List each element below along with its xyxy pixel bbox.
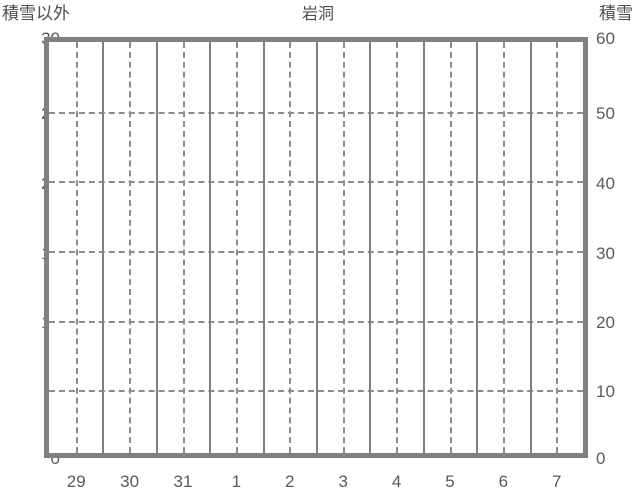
y-axis-right-tick-0: 0 bbox=[596, 449, 606, 468]
x-axis-tick-10: 7 bbox=[552, 472, 562, 491]
x-axis-tick-9: 6 bbox=[498, 472, 509, 491]
gridline-day-boundary-4 bbox=[262, 42, 265, 453]
x-axis-tick-5: 2 bbox=[285, 472, 295, 491]
gridline-midday-2 bbox=[129, 42, 132, 453]
x-axis-tick-7: 4 bbox=[391, 472, 402, 491]
y-axis-right-tick-20: 20 bbox=[596, 313, 615, 332]
gridline-midday-10 bbox=[556, 42, 559, 453]
y-axis-right-tick-40: 40 bbox=[596, 174, 615, 193]
gridline-midday-4 bbox=[235, 42, 238, 453]
x-axis-tick-6: 3 bbox=[338, 472, 348, 491]
gridline-midday-7 bbox=[396, 42, 399, 453]
gridline-day-boundary-3 bbox=[209, 42, 212, 453]
plot-grid bbox=[49, 42, 583, 453]
y-axis-left-caption: 積雪以外 bbox=[2, 4, 70, 23]
gridline-day-boundary-7 bbox=[422, 42, 425, 453]
gridline-midday-1 bbox=[75, 42, 78, 453]
gridline-day-boundary-1 bbox=[102, 42, 105, 453]
x-axis-tick-1: 29 bbox=[66, 472, 86, 491]
gridline-day-boundary-5 bbox=[316, 42, 318, 453]
y-axis-right-tick-30: 30 bbox=[596, 244, 615, 263]
gridline-day-boundary-9 bbox=[529, 42, 532, 453]
y-axis-right-tick-10: 10 bbox=[596, 382, 615, 401]
y-axis-left-tick-0: 0 bbox=[50, 449, 60, 468]
gridline-midday-5 bbox=[289, 42, 292, 453]
x-axis-tick-8: 5 bbox=[445, 472, 455, 491]
x-axis-tick-4: 1 bbox=[231, 472, 242, 491]
gridline-midday-8 bbox=[449, 42, 452, 453]
y-axis-right-tick-60: 60 bbox=[596, 29, 615, 48]
gridline-day-boundary-8 bbox=[476, 42, 479, 453]
y-axis-right-tick-50: 50 bbox=[596, 104, 615, 123]
gridline-day-boundary-6 bbox=[369, 42, 372, 453]
gridline-midday-6 bbox=[342, 42, 345, 453]
y-axis-right-caption: 積雪 bbox=[599, 4, 633, 23]
gridline-midday-3 bbox=[182, 42, 185, 453]
x-axis-tick-3: 31 bbox=[173, 472, 193, 491]
x-axis-tick-2: 30 bbox=[120, 472, 140, 491]
plot-area bbox=[44, 37, 588, 458]
chart-title: 岩洞 bbox=[301, 6, 334, 23]
gridline-midday-9 bbox=[502, 42, 505, 453]
gridline-day-boundary-2 bbox=[155, 42, 158, 453]
